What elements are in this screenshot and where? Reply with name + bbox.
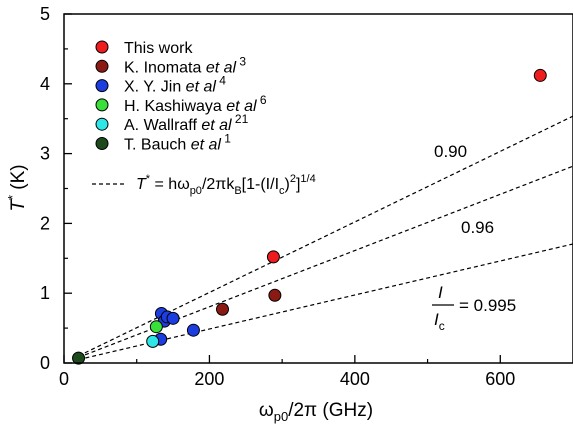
fit-curve-1 [78, 165, 573, 358]
ratio-value: = 0.995 [459, 296, 516, 315]
ratio-denominator-sub: c [439, 319, 445, 333]
legend-marker [95, 117, 109, 131]
tick-labels: 0 200 400 600 0 1 2 3 4 5 [40, 4, 515, 389]
legend-label: This work [124, 40, 193, 57]
ratio-denominator: Ic [434, 310, 445, 333]
x-axis-label: ωp0/2π (GHz) [259, 400, 373, 424]
legend-label: A. Wallraff et al 21 [124, 112, 249, 134]
fit-eq-c: [1-(I/I [242, 176, 279, 193]
x-tick-label: 400 [340, 369, 370, 389]
legend-label: H. Kashiwaya et al 6 [124, 93, 267, 115]
legend-marker [95, 40, 109, 54]
data-point-series-0 [533, 68, 547, 82]
legend-marker [95, 59, 109, 73]
y-tick-label: 3 [40, 144, 50, 164]
legend-marker [95, 79, 109, 93]
data-point-series-3 [149, 320, 163, 334]
x-axis-label-sub: p0 [274, 409, 288, 424]
fit-eq-d: ) [285, 176, 290, 193]
data-point-series-1 [268, 288, 282, 302]
fit-eq-lhs-sup: * [146, 173, 151, 185]
y-axis-label-unit: (K) [8, 164, 29, 195]
y-tick-label: 0 [40, 353, 50, 373]
legend-marker [95, 137, 109, 150]
data-point-series-4 [146, 334, 160, 348]
x-tick-label: 200 [194, 369, 224, 389]
curve-label-090: 0.90 [434, 142, 467, 161]
data-point-series-1 [216, 302, 230, 316]
y-tick-label: 5 [40, 4, 50, 24]
fit-eq-sub-c: c [279, 185, 285, 197]
curve-label-096: 0.96 [461, 218, 494, 237]
y-axis-label-var: T [8, 199, 29, 212]
x-tick-label: 0 [59, 369, 69, 389]
axis-ticks [63, 13, 501, 364]
legend-label: T. Bauch et al 1 [124, 132, 231, 154]
y-axis-label-sup: * [5, 195, 20, 200]
y-tick-label: 4 [40, 74, 50, 94]
fit-eq-sup-d: 2 [290, 173, 296, 185]
ratio-numerator: I [438, 283, 443, 302]
x-tick-label: 600 [485, 369, 515, 389]
data-point-series-0 [266, 250, 280, 264]
y-tick-label: 1 [40, 283, 50, 303]
fit-eq-sub-a: p0 [190, 185, 202, 197]
ratio-denominator-var: I [434, 310, 439, 329]
x-axis-label-rest: /2π (GHz) [288, 400, 373, 421]
data-point-series-2 [186, 323, 200, 337]
data-point-series-5 [72, 351, 86, 365]
fit-eq-b: /2πk [202, 176, 235, 193]
legend-label: K. Inomata et al 3 [124, 54, 246, 76]
y-axis-label: T* (K) [5, 164, 29, 211]
fit-eq-sub-b: B [234, 185, 241, 197]
y-tick-label: 2 [40, 213, 50, 233]
data-points [72, 68, 547, 365]
fit-equation: T* = hωp0/2πkB[1-(I/Ic)2]1/4 [136, 173, 316, 197]
fit-eq-sup-e: 1/4 [300, 173, 315, 185]
fit-eq-e: ] [296, 176, 300, 193]
curve-label-0995: I Ic = 0.995 [432, 283, 516, 333]
legend-marker [95, 98, 109, 112]
fit-eq-lhs: T [136, 176, 147, 193]
fit-legend: T* = hωp0/2πkB[1-(I/Ic)2]1/4 [92, 173, 316, 197]
fit-eq-a: = hω [150, 176, 190, 193]
legend-label: X. Y. Jin et al 4 [124, 74, 226, 96]
data-point-series-2 [166, 311, 180, 325]
